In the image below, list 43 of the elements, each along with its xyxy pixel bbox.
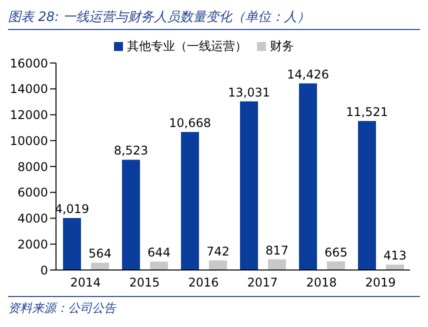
x-tick-label: 2015 bbox=[129, 276, 160, 290]
data-label: 10,668 bbox=[169, 116, 211, 130]
x-tick-label: 2014 bbox=[70, 276, 101, 290]
y-tick-label: 16000 bbox=[10, 56, 48, 70]
bar bbox=[358, 120, 376, 270]
bar bbox=[327, 261, 345, 270]
x-tick-label: 2018 bbox=[306, 276, 337, 290]
bar bbox=[299, 83, 317, 270]
x-tick-label: 2016 bbox=[188, 276, 219, 290]
y-tick-label: 6000 bbox=[17, 186, 48, 200]
y-tick-label: 14000 bbox=[10, 82, 48, 96]
y-tick-label: 4000 bbox=[17, 212, 48, 226]
bar bbox=[63, 218, 81, 270]
bar bbox=[386, 264, 404, 270]
bar bbox=[268, 259, 286, 270]
data-label: 665 bbox=[324, 245, 348, 260]
data-label: 4,019 bbox=[54, 202, 90, 216]
data-label: 644 bbox=[148, 246, 170, 260]
y-tick-label: 12000 bbox=[10, 108, 48, 122]
chart-title: 图表 28: 一线运营与财务人员数量变化（单位：人） bbox=[8, 8, 420, 30]
text: 资料来源：公司公告 bbox=[8, 300, 118, 317]
x-tick-label: 2017 bbox=[247, 276, 278, 290]
y-tick-label: 8000 bbox=[17, 160, 48, 174]
bar bbox=[150, 262, 168, 270]
data-label: 564 bbox=[88, 246, 112, 261]
bar bbox=[181, 132, 199, 270]
data-label: 14,426 bbox=[287, 67, 329, 82]
y-tick-label: 2000 bbox=[17, 237, 48, 252]
data-label: 413 bbox=[384, 248, 406, 263]
bar bbox=[240, 101, 258, 270]
data-label: 11,521 bbox=[346, 104, 388, 119]
x-tick-label: 2019 bbox=[365, 276, 396, 290]
data-label: 817 bbox=[266, 243, 288, 258]
data-label: 742 bbox=[206, 244, 230, 258]
legend-label: 其他专业（一线运营） bbox=[127, 39, 247, 53]
bar bbox=[209, 260, 227, 270]
data-label: 13,031 bbox=[228, 85, 270, 100]
legend-label: 财务 bbox=[270, 39, 294, 53]
y-tick-label: 10000 bbox=[10, 134, 48, 148]
bar bbox=[91, 262, 109, 270]
data-label: 8,523 bbox=[114, 144, 148, 158]
bar bbox=[122, 160, 140, 270]
y-tick-label: 0 bbox=[40, 263, 48, 278]
